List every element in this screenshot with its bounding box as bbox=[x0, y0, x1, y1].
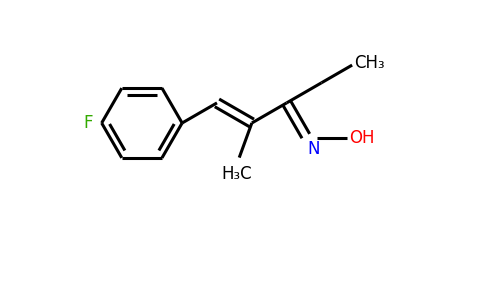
Text: OH: OH bbox=[349, 128, 375, 146]
Text: H₃C: H₃C bbox=[222, 165, 252, 183]
Text: CH₃: CH₃ bbox=[354, 54, 385, 72]
Text: N: N bbox=[307, 140, 320, 158]
Text: F: F bbox=[83, 114, 93, 132]
